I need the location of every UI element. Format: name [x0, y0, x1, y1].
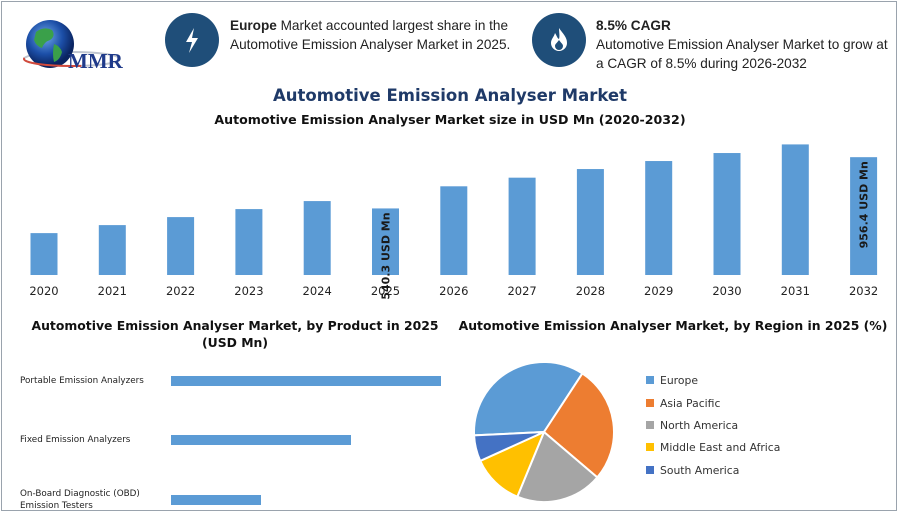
- bar-2028: [576, 169, 604, 275]
- globe-icon: MMR: [23, 20, 124, 73]
- stat-cagr-highlight: 8.5% CAGR: [596, 18, 671, 33]
- bar-2024: [303, 201, 331, 275]
- x-tick-label: 2025: [371, 284, 400, 298]
- legend-swatch: [646, 421, 654, 429]
- product-chart-title: Automotive Emission Analyser Market, by …: [31, 318, 439, 350]
- x-tick-label: 2022: [166, 284, 195, 298]
- page-title: Automotive Emission Analyser Market: [272, 86, 627, 105]
- bar-2023: [235, 209, 263, 275]
- legend-label: Middle East and Africa: [660, 440, 781, 454]
- bar-2031: [781, 144, 809, 275]
- bar-2027: [508, 177, 536, 275]
- product-category-label: Fixed Emission Analyzers: [20, 435, 131, 445]
- bar-chart-title: Automotive Emission Analyser Market size…: [214, 112, 686, 127]
- x-tick-label: 2026: [439, 284, 468, 298]
- legend-swatch: [646, 443, 654, 451]
- bar-2025: [372, 208, 399, 275]
- x-tick-label: 2020: [29, 284, 58, 298]
- legend-item: Asia Pacific: [646, 396, 720, 410]
- stat-europe-highlight: Europe: [230, 18, 277, 33]
- legend-label: South America: [660, 463, 740, 477]
- bar-2020: [30, 233, 58, 275]
- x-tick-label: 2030: [712, 284, 741, 298]
- x-tick-label: 2021: [98, 284, 127, 298]
- legend-item: Europe: [646, 373, 698, 387]
- stat-cagr-text-block: 8.5% CAGR Automotive Emission Analyser M…: [596, 16, 888, 73]
- product-bar: [171, 435, 351, 445]
- product-bar: [171, 495, 261, 505]
- x-tick-label: 2024: [303, 284, 332, 298]
- region-chart-title: Automotive Emission Analyser Market, by …: [458, 318, 888, 333]
- x-tick-label: 2023: [234, 284, 263, 298]
- x-tick-label: 2031: [781, 284, 810, 298]
- x-tick-label: 2029: [644, 284, 673, 298]
- legend-item: Middle East and Africa: [646, 440, 780, 454]
- x-tick-label: 2028: [576, 284, 605, 298]
- stat-europe-icon-badge: [165, 13, 219, 67]
- bar-data-label: 956.4 USD Mn: [858, 161, 871, 248]
- bar-2029: [645, 161, 673, 275]
- lightning-icon: [186, 28, 198, 53]
- legend-label: North America: [660, 418, 739, 432]
- legend-item: South America: [646, 463, 739, 477]
- legend-item: North America: [646, 418, 738, 432]
- legend-swatch: [646, 376, 654, 384]
- bar-2026: [440, 186, 468, 275]
- product-bar: [171, 376, 441, 386]
- bar-2030: [713, 153, 741, 275]
- region-pie-chart: [473, 361, 615, 503]
- x-tick-label: 2027: [507, 284, 536, 298]
- stat-europe-desc: Market accounted largest share in the Au…: [230, 18, 511, 52]
- bar-2021: [98, 225, 126, 275]
- legend-label: Europe: [660, 373, 698, 387]
- flame-icon: [551, 28, 567, 51]
- legend-swatch: [646, 399, 654, 407]
- x-tick-label: 2032: [849, 284, 878, 298]
- bar-2032: [850, 157, 878, 275]
- bar-data-label: 540.3 USD Mn: [380, 212, 393, 299]
- pie-slice-europe: [473, 361, 584, 437]
- pie-slice-asia-pacific: [542, 372, 615, 479]
- stat-cagr-icon-badge: [532, 13, 586, 67]
- logo-text: MMR: [68, 49, 124, 73]
- bar-2022: [167, 217, 195, 275]
- legend-label: Asia Pacific: [660, 396, 721, 410]
- legend-swatch: [646, 466, 654, 474]
- pie-slice-south-america: [473, 431, 545, 463]
- stat-cagr-desc: Automotive Emission Analyser Market to g…: [596, 37, 888, 71]
- product-category-label: On-Board Diagnostic (OBD) Emission Teste…: [20, 489, 140, 511]
- product-category-label: Portable Emission Analyzers: [20, 376, 144, 386]
- stat-europe-text: Europe Market accounted largest share in…: [230, 16, 520, 54]
- mmr-logo: MMR: [14, 14, 138, 78]
